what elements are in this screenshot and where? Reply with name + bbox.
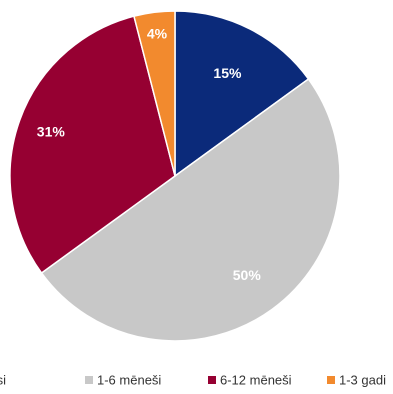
legend: < 1 mēnesi 1-6 mēneši 6-12 mēneši 1-3 gadi — [0, 373, 386, 388]
legend-item-1-m-nesi: < 1 mēnesi — [0, 373, 6, 388]
data-labels-layer: 15% 50% 31% 4% — [37, 26, 262, 283]
data-label-1-m-nesi: 15% — [213, 65, 242, 81]
data-label-6-12-m-ne-i: 31% — [37, 123, 66, 139]
slices-layer — [9, 10, 341, 342]
legend-label-1-m-nesi: < 1 mēnesi — [0, 373, 6, 388]
legend-swatch-6-12-m-ne-i — [208, 376, 216, 384]
data-label-1-3-gadi: 4% — [147, 26, 168, 42]
legend-swatch-1-6-m-ne-i — [85, 376, 93, 384]
pie-slice-6-12-m-ne-i — [9, 15, 176, 275]
pie-slice-1-m-nesi — [174, 10, 310, 178]
legend-label-1-3-gadi: 1-3 gadi — [339, 373, 386, 388]
legend-item-6-12-m-ne-i: 6-12 mēneši — [208, 373, 292, 388]
pie-slice-1-3-gadi — [133, 10, 176, 177]
data-label-1-6-m-ne-i: 50% — [233, 267, 262, 283]
legend-item-1-6-m-ne-i: 1-6 mēneši — [85, 373, 161, 388]
pie-slice-1-6-m-ne-i — [40, 77, 341, 342]
legend-label-6-12-m-ne-i: 6-12 mēneši — [220, 373, 292, 388]
legend-swatch-1-3-gadi — [327, 376, 335, 384]
legend-item-1-3-gadi: 1-3 gadi — [327, 373, 386, 388]
legend-label-1-6-m-ne-i: 1-6 mēneši — [97, 373, 161, 388]
